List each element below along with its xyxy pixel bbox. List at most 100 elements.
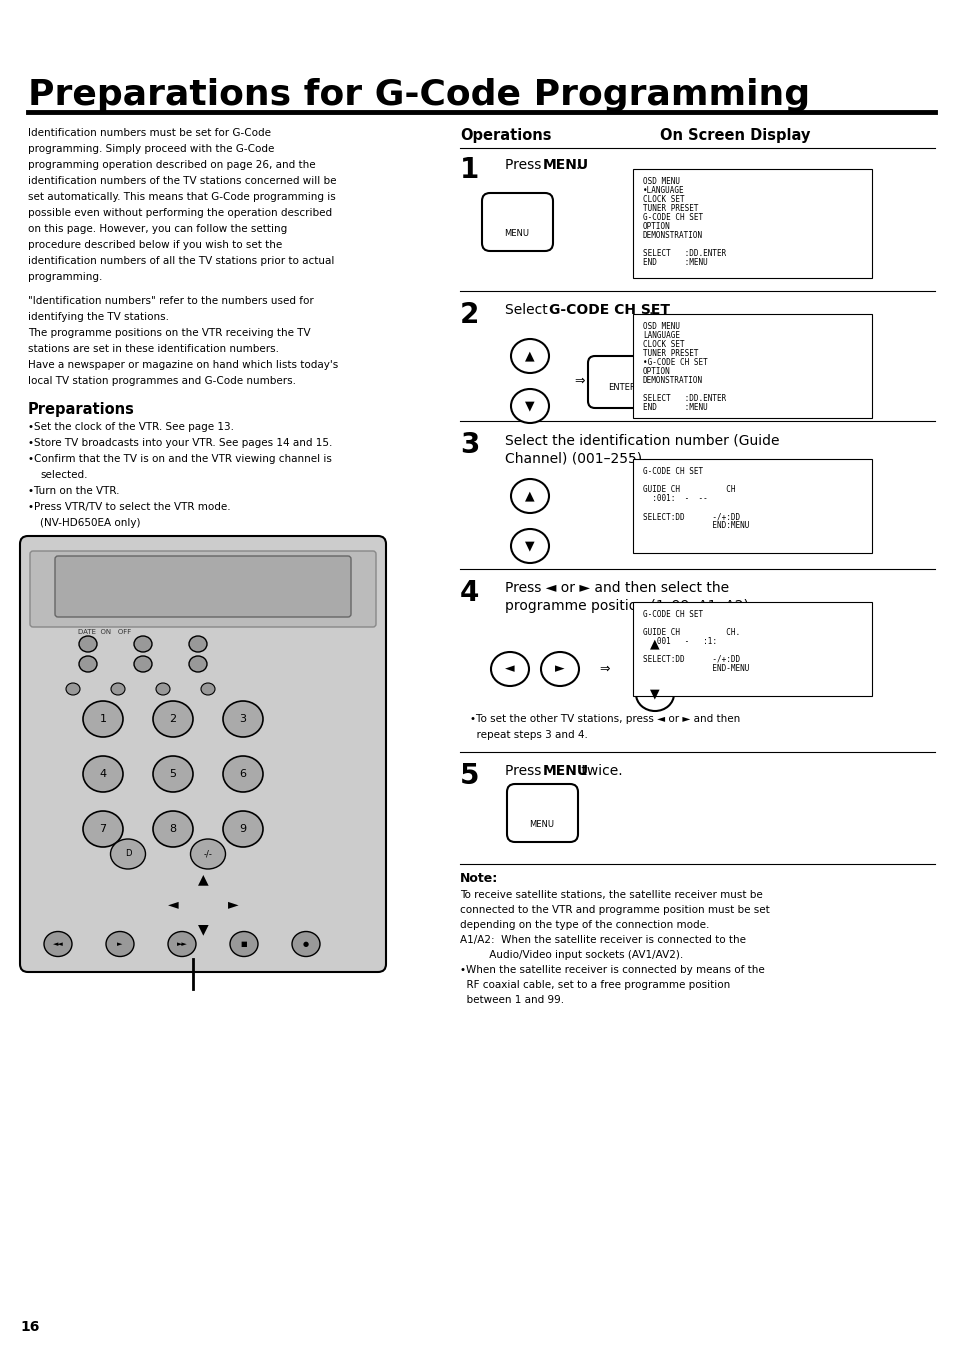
Ellipse shape <box>292 932 319 956</box>
Text: 5: 5 <box>459 762 479 791</box>
Text: MENU: MENU <box>542 158 589 173</box>
Text: ⇒: ⇒ <box>574 375 584 387</box>
Text: Preparations for G-Code Programming: Preparations for G-Code Programming <box>28 78 809 112</box>
Text: OPTION: OPTION <box>642 367 670 376</box>
Ellipse shape <box>83 811 123 847</box>
Text: ▲: ▲ <box>525 490 535 502</box>
Text: LANGUAGE: LANGUAGE <box>642 331 679 340</box>
Text: MENU: MENU <box>542 764 589 778</box>
Text: ⇒: ⇒ <box>599 662 610 676</box>
Ellipse shape <box>636 677 673 711</box>
Text: on this page. However, you can follow the setting: on this page. However, you can follow th… <box>28 224 287 233</box>
Text: The programme positions on the VTR receiving the TV: The programme positions on the VTR recei… <box>28 328 311 339</box>
Text: ►: ► <box>555 662 564 676</box>
Text: •LANGUAGE: •LANGUAGE <box>642 186 684 196</box>
Ellipse shape <box>133 656 152 672</box>
Text: G-CODE CH SET: G-CODE CH SET <box>548 304 669 317</box>
Text: ◄: ◄ <box>505 662 515 676</box>
FancyBboxPatch shape <box>30 550 375 627</box>
Text: identification numbers of the TV stations concerned will be: identification numbers of the TV station… <box>28 175 336 186</box>
Text: MENU: MENU <box>529 820 554 830</box>
Ellipse shape <box>223 811 263 847</box>
Text: 2: 2 <box>170 714 176 724</box>
Ellipse shape <box>79 635 97 652</box>
Text: MENU: MENU <box>504 229 529 237</box>
Text: 1: 1 <box>99 714 107 724</box>
Ellipse shape <box>191 839 225 869</box>
Text: GUIDE CH          CH.: GUIDE CH CH. <box>642 629 740 637</box>
Ellipse shape <box>83 755 123 792</box>
Text: possible even without performing the operation described: possible even without performing the ope… <box>28 208 332 219</box>
Text: On Screen Display: On Screen Display <box>659 128 809 143</box>
Ellipse shape <box>223 755 263 792</box>
Ellipse shape <box>111 683 125 695</box>
Text: ▼: ▼ <box>197 921 208 936</box>
Text: DEMONSTRATION: DEMONSTRATION <box>642 376 702 384</box>
Text: 8: 8 <box>170 824 176 834</box>
Ellipse shape <box>223 701 263 737</box>
FancyBboxPatch shape <box>633 169 871 278</box>
Text: programming. Simply proceed with the G-Code: programming. Simply proceed with the G-C… <box>28 144 274 154</box>
Ellipse shape <box>511 339 548 374</box>
Text: ◄: ◄ <box>168 897 178 911</box>
Text: selected.: selected. <box>40 469 88 480</box>
Text: stations are set in these identification numbers.: stations are set in these identification… <box>28 344 278 353</box>
Text: SELECT   :DD.ENTER: SELECT :DD.ENTER <box>642 250 725 258</box>
FancyBboxPatch shape <box>587 356 657 407</box>
Text: CLOCK SET: CLOCK SET <box>642 340 684 349</box>
Text: Preparations: Preparations <box>28 402 134 417</box>
FancyBboxPatch shape <box>20 536 386 973</box>
Text: DEMONSTRATION: DEMONSTRATION <box>642 231 702 240</box>
Text: 001   -   :1:: 001 - :1: <box>642 637 717 646</box>
Text: twice.: twice. <box>577 764 622 778</box>
Text: Operations: Operations <box>459 128 551 143</box>
Text: set automatically. This means that G-Code programming is: set automatically. This means that G-Cod… <box>28 192 335 202</box>
FancyBboxPatch shape <box>633 314 871 418</box>
Text: DATE  ON   OFF: DATE ON OFF <box>78 629 132 635</box>
Text: •Set the clock of the VTR. See page 13.: •Set the clock of the VTR. See page 13. <box>28 422 233 432</box>
Text: procedure described below if you wish to set the: procedure described below if you wish to… <box>28 240 282 250</box>
Ellipse shape <box>156 683 170 695</box>
Text: ■: ■ <box>240 942 247 947</box>
Text: programme position (1–99, A1, A2).: programme position (1–99, A1, A2). <box>504 599 753 612</box>
Ellipse shape <box>79 656 97 672</box>
FancyBboxPatch shape <box>633 602 871 696</box>
Text: ENTER: ENTER <box>607 383 636 393</box>
Ellipse shape <box>83 701 123 737</box>
Ellipse shape <box>511 479 548 513</box>
Text: programming.: programming. <box>28 272 102 282</box>
Text: •Turn on the VTR.: •Turn on the VTR. <box>28 486 119 496</box>
Text: ▲: ▲ <box>650 638 659 650</box>
Text: 1: 1 <box>459 156 478 183</box>
Text: repeat steps 3 and 4.: repeat steps 3 and 4. <box>470 730 587 741</box>
Text: •Confirm that the TV is on and the VTR viewing channel is: •Confirm that the TV is on and the VTR v… <box>28 455 332 464</box>
Text: ◄◄: ◄◄ <box>52 942 63 947</box>
Text: SELECT   :DD.ENTER: SELECT :DD.ENTER <box>642 394 725 403</box>
Text: Identification numbers must be set for G-Code: Identification numbers must be set for G… <box>28 128 271 138</box>
Text: •To set the other TV stations, press ◄ or ► and then: •To set the other TV stations, press ◄ o… <box>470 714 740 724</box>
Text: Channel) (001–255).: Channel) (001–255). <box>504 451 646 465</box>
Text: Note:: Note: <box>459 871 497 885</box>
Text: .: . <box>648 304 653 317</box>
Ellipse shape <box>636 627 673 661</box>
Ellipse shape <box>152 755 193 792</box>
Text: depending on the type of the connection mode.: depending on the type of the connection … <box>459 920 709 929</box>
FancyBboxPatch shape <box>481 193 553 251</box>
Text: END      :MENU: END :MENU <box>642 258 707 267</box>
Text: between 1 and 99.: between 1 and 99. <box>459 996 563 1005</box>
Ellipse shape <box>201 683 214 695</box>
Text: identification numbers of all the TV stations prior to actual: identification numbers of all the TV sta… <box>28 256 334 266</box>
Text: Select the identification number (Guide: Select the identification number (Guide <box>504 433 779 447</box>
Text: ►►: ►► <box>176 942 187 947</box>
Text: END:MENU: END:MENU <box>642 521 749 530</box>
Text: :001:  -  --: :001: - -- <box>642 494 707 503</box>
Text: ►: ► <box>117 942 123 947</box>
Text: -/-: -/- <box>203 850 213 858</box>
Text: TUNER PRESET: TUNER PRESET <box>642 349 698 357</box>
Text: END      :MENU: END :MENU <box>642 403 707 411</box>
Text: 3: 3 <box>239 714 246 724</box>
Text: (NV-HD650EA only): (NV-HD650EA only) <box>40 518 140 527</box>
Text: ▲: ▲ <box>525 349 535 363</box>
Text: OSD MENU: OSD MENU <box>642 322 679 331</box>
Ellipse shape <box>152 701 193 737</box>
